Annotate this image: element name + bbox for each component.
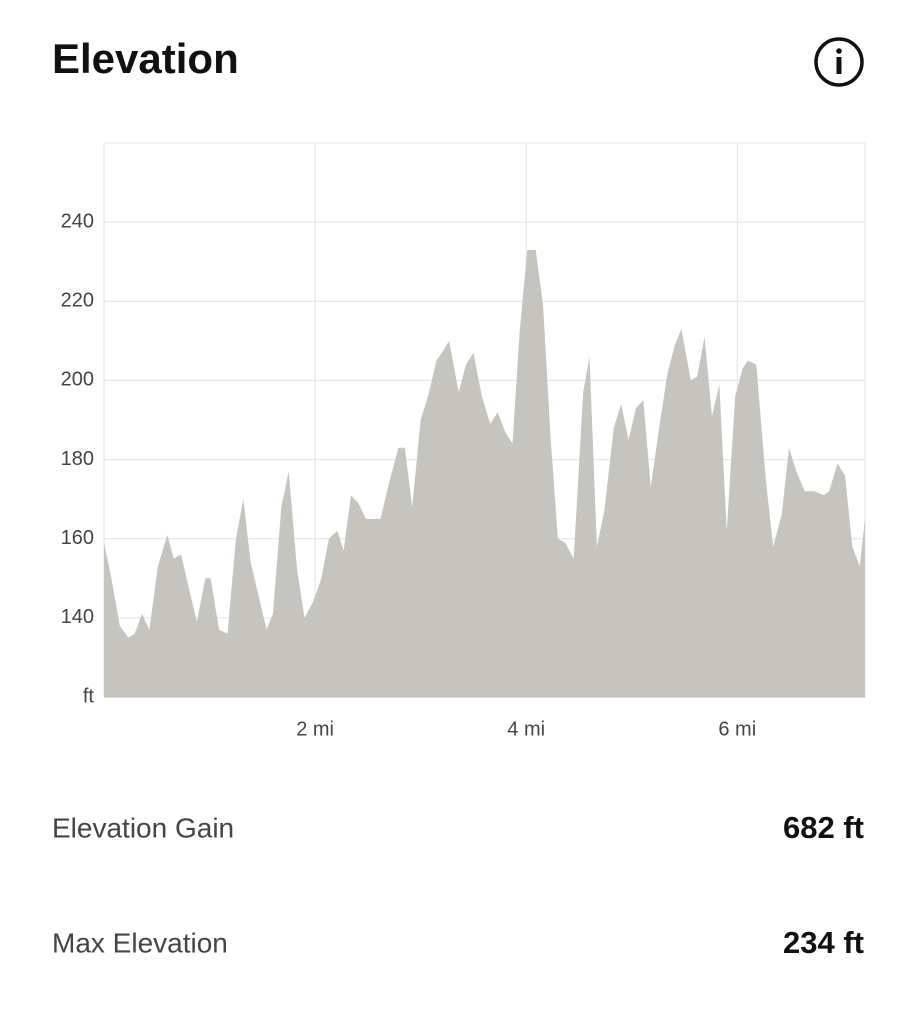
y-tick-label: 200 <box>61 369 94 391</box>
title: Elevation <box>52 35 239 82</box>
stat-value: 682 ft <box>783 810 864 845</box>
y-tick-label: 160 <box>61 527 94 549</box>
x-tick-label: 4 mi <box>507 718 545 740</box>
stat-label: Elevation Gain <box>52 812 234 843</box>
plot: ft 140 160 180 200 220 240 2 mi 4 mi 6 mi <box>61 142 866 740</box>
info-dot <box>836 48 842 54</box>
y-tick-label: 220 <box>61 290 94 312</box>
y-tick-label: 180 <box>61 448 94 470</box>
x-tick-label: 2 mi <box>296 718 334 740</box>
info-button[interactable] <box>814 37 864 87</box>
stat-value: 234 ft <box>783 925 864 960</box>
stat-label: Max Elevation <box>52 927 228 958</box>
x-tick-label: 6 mi <box>718 718 756 740</box>
info-icon[interactable] <box>814 37 864 87</box>
y-tick-label: 240 <box>61 210 94 232</box>
elevation-area <box>104 249 865 697</box>
y-tick-label: 140 <box>61 606 94 628</box>
info-bar <box>836 57 842 74</box>
y-tick-label: ft <box>83 685 95 707</box>
